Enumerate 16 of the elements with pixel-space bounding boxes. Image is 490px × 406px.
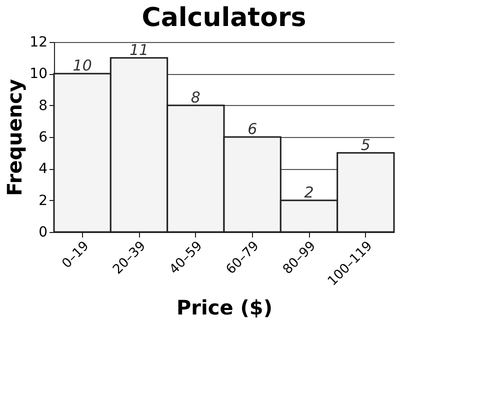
y-tick-label: 12 xyxy=(30,34,48,50)
data-label: 10 xyxy=(72,56,92,75)
x-axis-title: Price ($) xyxy=(176,295,272,320)
data-label: 2 xyxy=(304,183,314,202)
data-label: 6 xyxy=(248,120,258,138)
chart-title: Calculators xyxy=(142,3,306,33)
y-tick-label: 8 xyxy=(38,98,48,114)
y-tick-label: 2 xyxy=(38,192,48,209)
y-tick-label: 10 xyxy=(30,66,48,82)
y-tick-label: 0 xyxy=(38,224,48,240)
y-tick-label: 4 xyxy=(38,161,48,178)
y-axis-title: Frequency xyxy=(2,78,27,196)
data-label: 8 xyxy=(190,88,200,106)
data-label: 11 xyxy=(129,40,149,59)
data-label: 5 xyxy=(360,136,370,154)
y-tick-label: 6 xyxy=(38,130,48,146)
